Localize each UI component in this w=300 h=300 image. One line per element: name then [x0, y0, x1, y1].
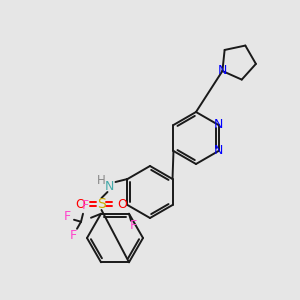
Text: F: F [81, 199, 88, 212]
Text: F: F [69, 229, 76, 242]
Text: H: H [97, 173, 106, 187]
Text: N: N [214, 145, 223, 158]
Text: S: S [97, 197, 106, 211]
Text: O: O [76, 197, 85, 211]
Text: O: O [118, 197, 128, 211]
Text: N: N [218, 64, 227, 77]
Text: N: N [105, 179, 114, 193]
Text: N: N [214, 118, 223, 131]
Text: F: F [63, 210, 70, 223]
Text: F: F [129, 219, 137, 232]
